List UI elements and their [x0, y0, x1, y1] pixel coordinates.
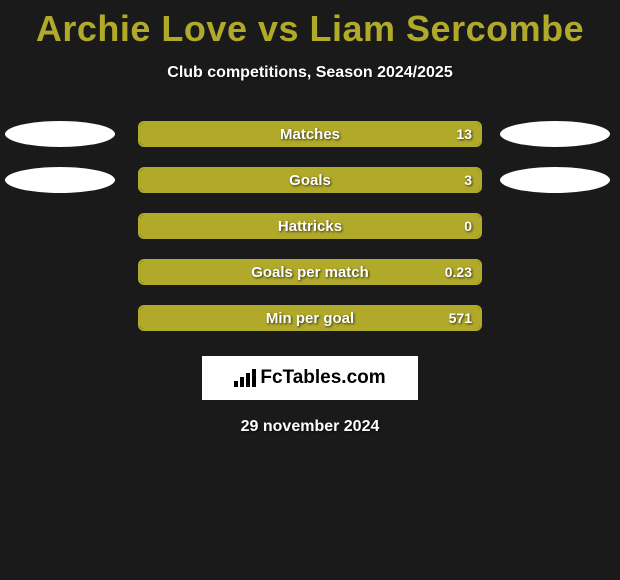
stat-bar: Goals per match0.23 — [138, 259, 482, 285]
page-title: Archie Love vs Liam Sercombe — [0, 0, 620, 50]
stat-bar: Matches13 — [138, 121, 482, 147]
stat-value: 0.23 — [445, 261, 472, 283]
player-ellipse-right — [500, 167, 610, 193]
stat-label: Min per goal — [140, 307, 480, 329]
player-ellipse-right — [500, 121, 610, 147]
stat-row: Goals3 — [0, 166, 620, 194]
subtitle: Club competitions, Season 2024/2025 — [0, 64, 620, 82]
stat-row: Matches13 — [0, 120, 620, 148]
player-ellipse-left — [5, 121, 115, 147]
stat-row: Min per goal571 — [0, 304, 620, 332]
stat-label: Matches — [140, 123, 480, 145]
stat-value: 3 — [464, 169, 472, 191]
stat-value: 13 — [456, 123, 472, 145]
logo-text: FcTables.com — [260, 367, 385, 389]
stat-bar: Min per goal571 — [138, 305, 482, 331]
logo-box: FcTables.com — [202, 356, 418, 400]
stat-bar: Goals3 — [138, 167, 482, 193]
stat-value: 0 — [464, 215, 472, 237]
stat-label: Hattricks — [140, 215, 480, 237]
stat-row: Hattricks0 — [0, 212, 620, 240]
logo: FcTables.com — [234, 367, 385, 389]
bars-icon — [234, 369, 256, 387]
stat-label: Goals per match — [140, 261, 480, 283]
stat-row: Goals per match0.23 — [0, 258, 620, 286]
stat-value: 571 — [449, 307, 472, 329]
stats-container: Matches13 Goals3 Hattricks0 Goals per match… — [0, 120, 620, 332]
stat-bar: Hattricks0 — [138, 213, 482, 239]
date: 29 november 2024 — [0, 418, 620, 436]
player-ellipse-left — [5, 167, 115, 193]
stat-label: Goals — [140, 169, 480, 191]
